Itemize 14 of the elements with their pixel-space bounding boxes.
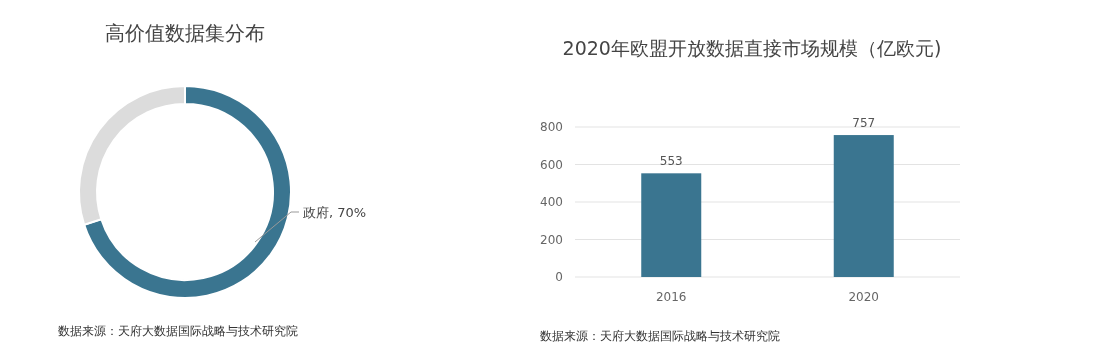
x-tick-label: 2016 (655, 290, 687, 304)
chart-title: 高价值数据集分布 (105, 21, 265, 45)
slice-label: 政府, 70% (303, 205, 367, 220)
x-tick-label: 2020 (848, 290, 880, 304)
y-tick-label: 200 (540, 232, 563, 247)
y-tick-label: 0 (555, 270, 563, 284)
source-note: 数据来源：天府大数据国际战略与技术研究院 (58, 324, 298, 338)
chart-title: 2020年欧盟开放数据直接市场规模（亿欧元) (562, 37, 942, 59)
source-note: 数据来源：天府大数据国际战略与技术研究院 (540, 329, 780, 343)
data-label: 553 (659, 154, 683, 169)
y-tick-label: 400 (540, 195, 563, 209)
y-tick-label: 800 (540, 120, 563, 134)
data-label: 757 (852, 116, 876, 131)
y-tick-label: 600 (540, 157, 563, 172)
